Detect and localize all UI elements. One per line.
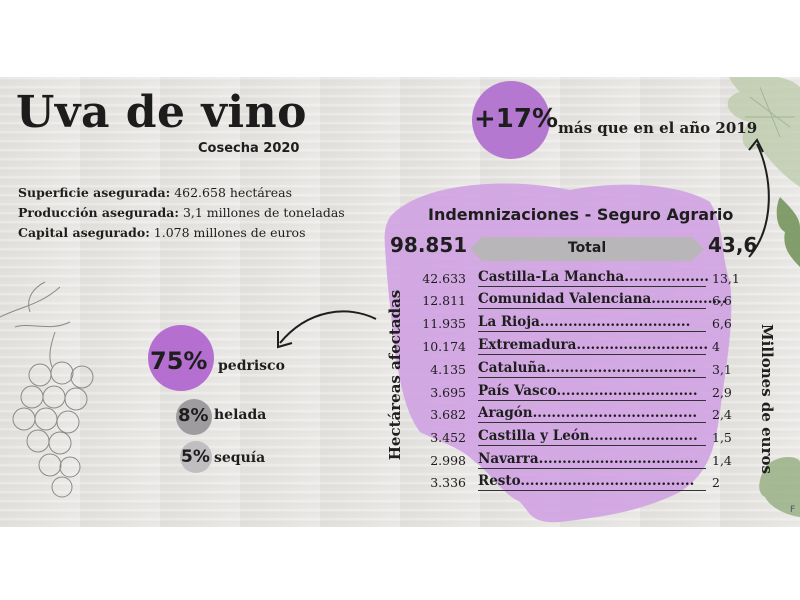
stat-superficie: Superficie asegurada: 462.658 hectáreas: [18, 185, 292, 200]
row-region-label: Castilla-La Mancha..................: [478, 269, 709, 285]
row-region: País Vasco..............................: [478, 383, 706, 401]
row-region: Navarra.................................…: [478, 451, 706, 469]
row-hectares: 2.998: [430, 453, 466, 468]
cause-percent: 8%: [178, 405, 209, 426]
row-hectares: 12.811: [422, 293, 466, 308]
row-euros: 1,4: [712, 453, 732, 468]
total-euros: 43,6: [708, 233, 758, 257]
row-euros: 2,9: [712, 385, 732, 400]
row-hectares: 3.682: [430, 407, 466, 422]
row-hectares: 3.695: [430, 385, 466, 400]
row-region: Aragón..................................…: [478, 405, 706, 423]
curved-arrow-left-icon: [277, 310, 377, 349]
row-region-label: Cataluña................................: [478, 360, 697, 376]
stat-value: 3,1 millones de toneladas: [182, 205, 345, 220]
table-row: 11.935 La Rioja.........................…: [410, 313, 732, 335]
table-row: 2.998 Navarra...........................…: [410, 450, 732, 472]
row-hectares: 3.336: [430, 475, 466, 490]
cause-label: helada: [214, 407, 267, 423]
page-subtitle: Cosecha 2020: [198, 141, 300, 156]
row-region-label: Resto...................................…: [478, 473, 695, 489]
cause-percent: 75%: [150, 347, 208, 375]
total-label: Total: [567, 240, 607, 256]
stat-capital: Capital asegurado: 1.078 millones de eur…: [18, 225, 306, 240]
row-region-label: Extremadura............................: [478, 337, 709, 353]
hectareas-axis-label: Hectáreas afectadas: [384, 245, 406, 505]
cause-percent: 5%: [181, 447, 210, 467]
cause-circle-pedrisco: [148, 325, 214, 391]
row-euros: 2: [712, 475, 720, 490]
total-banner: [470, 237, 704, 261]
row-region: Extremadura............................: [478, 337, 709, 355]
euros-axis-label: Millones de euros: [756, 299, 778, 499]
row-region-label: La Rioja................................: [478, 314, 691, 330]
row-hectares: 10.174: [422, 339, 466, 354]
corner-mark: F: [790, 505, 796, 515]
row-region-label: Castilla y León.......................: [478, 428, 698, 444]
row-euros: 6,6: [712, 293, 732, 308]
hectareas-axis-text: Hectáreas afectadas: [386, 289, 404, 461]
stat-label: Superficie asegurada:: [18, 185, 171, 200]
row-euros: 4: [712, 339, 720, 354]
row-euros: 3,1: [712, 362, 732, 377]
row-region: Resto...................................…: [478, 473, 706, 491]
total-hectares: 98.851: [390, 233, 468, 257]
stat-value: 1.078 millones de euros: [153, 225, 306, 240]
row-euros: 2,4: [712, 407, 732, 422]
map-blob-shape: [384, 183, 732, 523]
stat-label: Capital asegurado:: [18, 225, 150, 240]
cause-label: sequía: [214, 450, 266, 466]
table-row: 3.682 Aragón............................…: [410, 404, 732, 426]
row-hectares: 3.452: [430, 430, 466, 445]
row-region: Cataluña................................: [478, 360, 706, 378]
growth-percent: +17%: [474, 104, 559, 134]
page-title: Uva de vino: [16, 87, 307, 138]
grapes-illustration-icon: [0, 281, 94, 498]
row-region: Castilla y León.......................: [478, 428, 706, 446]
growth-text: más que en el año 2019: [558, 119, 758, 137]
row-region-label: País Vasco..............................: [478, 383, 698, 399]
row-region: La Rioja................................: [478, 314, 706, 332]
cause-label: pedrisco: [218, 358, 285, 374]
stat-value: 462.658 hectáreas: [174, 185, 293, 200]
row-hectares: 11.935: [422, 316, 466, 331]
row-region: Castilla-La Mancha..................: [478, 269, 709, 287]
table-row: 42.633 Castilla-La Mancha...............…: [410, 268, 740, 290]
row-region-label: Aragón..................................…: [478, 405, 698, 421]
euros-axis-text: Millones de euros: [758, 324, 776, 474]
row-euros: 1,5: [712, 430, 732, 445]
table-row: 4.135 Cataluña..........................…: [410, 359, 732, 381]
row-euros: 6,6: [712, 316, 732, 331]
row-hectares: 4.135: [430, 362, 466, 377]
table-row: 3.452 Castilla y León...................…: [410, 427, 732, 449]
cause-circle-helada: [176, 399, 212, 435]
table-row: 12.811 Comunidad Valenciana.............…: [410, 290, 732, 312]
row-region-label: Navarra.................................…: [478, 451, 699, 467]
curved-arrow-up-icon: [748, 138, 770, 258]
row-region: Comunidad Valenciana................: [478, 291, 727, 309]
indemnizaciones-title: Indemnizaciones - Seguro Agrario: [428, 205, 734, 224]
table-row: 3.336 Resto.............................…: [410, 472, 730, 494]
cause-circle-sequia: [180, 441, 212, 473]
stat-label: Producción asegurada:: [18, 205, 179, 220]
row-euros: 13,1: [712, 271, 740, 286]
stat-produccion: Producción asegurada: 3,1 millones de to…: [18, 205, 345, 220]
growth-circle: [472, 81, 550, 159]
row-hectares: 42.633: [422, 271, 466, 286]
row-region-label: Comunidad Valenciana................: [478, 291, 727, 307]
infographic: Uva de vino Cosecha 2020 Superficie aseg…: [0, 77, 800, 527]
table-row: 10.174 Extremadura......................…: [410, 336, 730, 358]
table-row: 3.695 País Vasco........................…: [410, 382, 732, 404]
vine-leaves-icon: [727, 77, 800, 517]
